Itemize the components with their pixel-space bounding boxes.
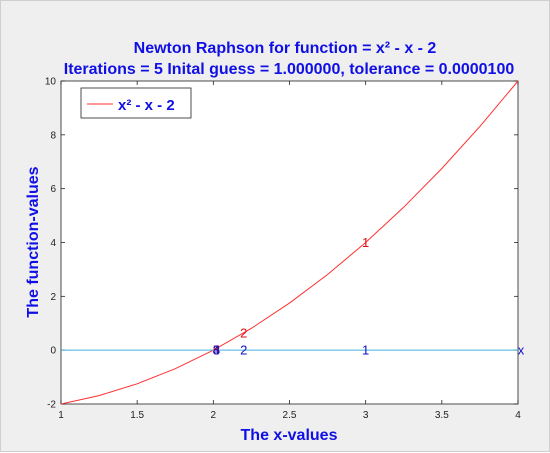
y-tick-label: 4 [50,238,56,249]
chart-title-line-2: Iterations = 5 Inital guess = 1.000000, … [64,61,515,78]
iteration-point-label: 5 [213,343,220,358]
y-tick-label: 0 [50,346,56,357]
y-tick-label: 8 [50,130,56,141]
x-tick-label: 1.5 [130,410,144,421]
x-axis-label: The x-values [241,427,338,444]
iteration-point-label: 1 [362,235,369,250]
x-tick-label: 1 [58,410,64,421]
iteration-root-label: 4 [213,343,220,358]
x-tick-label: 2 [211,410,217,421]
chart-title-line-1: Newton Raphson for function = x² - x - 2 [134,40,437,57]
iteration-root-label: x [518,343,525,358]
x-tick-label: 3.5 [435,410,449,421]
y-axis-label: The function-values [25,166,42,317]
axis-ticks: 1 1.5 2 2.5 3 3.5 4 -2 0 2 4 6 8 10 [45,77,521,422]
iteration-point-label: 4 [213,343,220,358]
plot-area [60,80,519,405]
iteration-root-label: 2 [240,343,247,358]
x-tick-label: 2.5 [283,410,297,421]
iteration-root-label: 1 [362,343,369,358]
y-tick-label: 10 [45,77,57,88]
legend-box [80,87,192,119]
iteration-point-label: 3 [213,343,220,358]
legend-label: x² - x - 2 [118,97,175,114]
y-tick-label: 6 [50,184,56,195]
legend: x² - x - 2 [80,87,192,119]
iteration-point-label: 2 [240,325,247,340]
y-tick-label: 2 [50,292,56,303]
iteration-root-label: 3 [213,343,220,358]
x-tick-label: 4 [515,410,521,421]
series-layer [60,80,519,405]
x-tick-label: 3 [363,410,369,421]
y-tick-label: -2 [47,400,56,411]
function-curve [60,80,519,405]
